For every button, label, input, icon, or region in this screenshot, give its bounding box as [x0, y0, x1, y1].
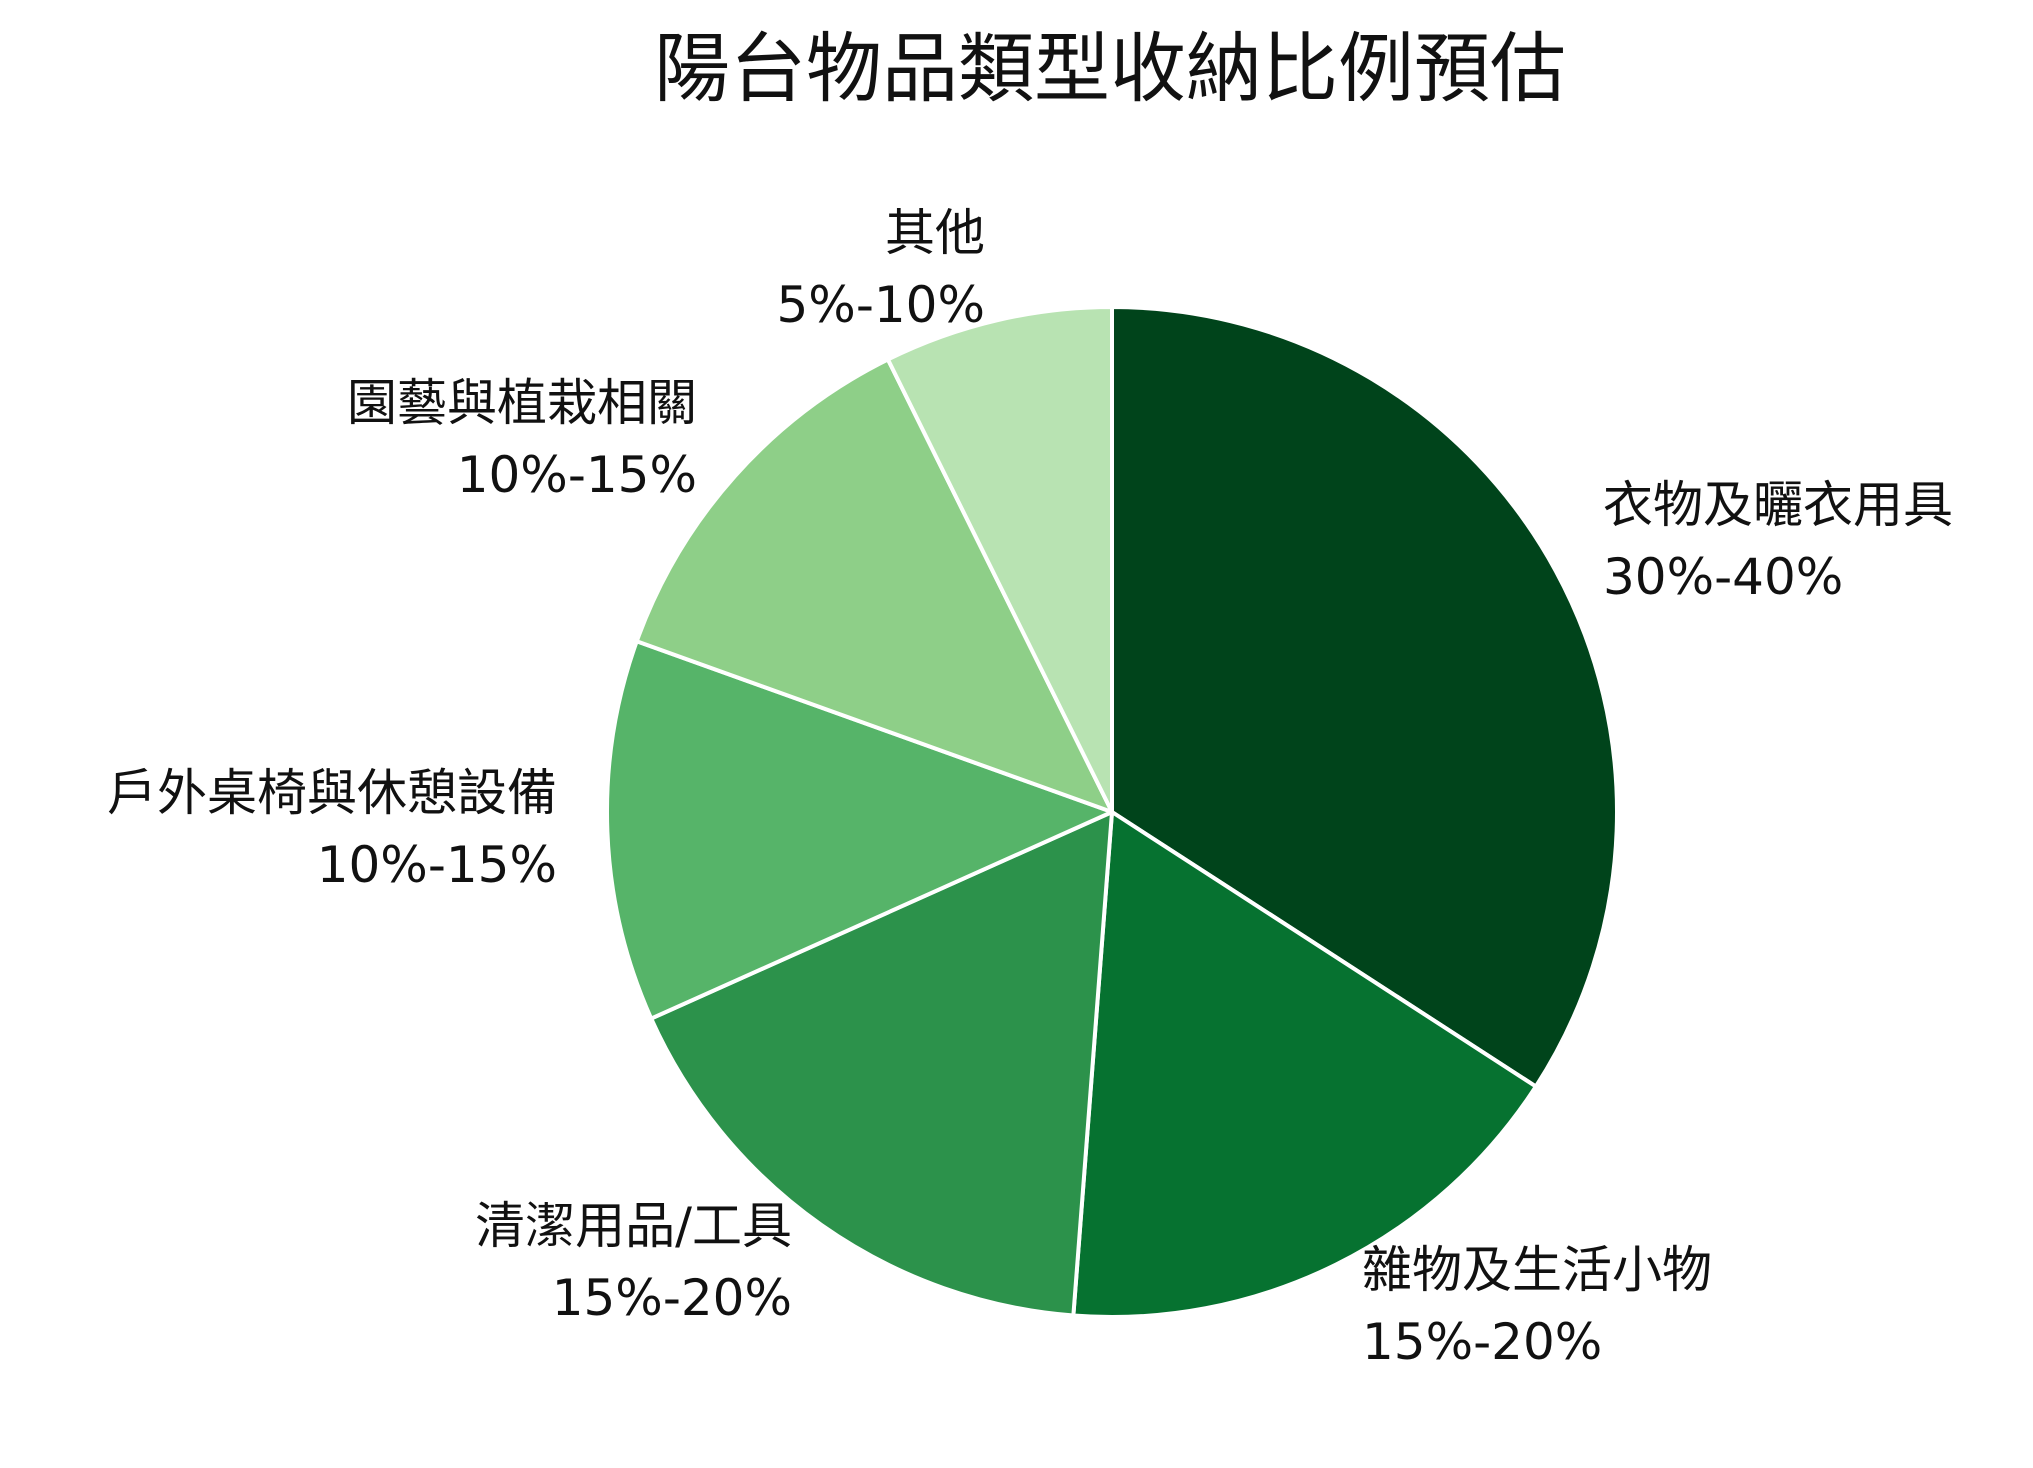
slice-label-1: 衣物及曬衣用具 [1603, 476, 1953, 534]
pie-slice-6 [885, 305, 1114, 814]
slice-range-1: 30%-40% [1603, 548, 1843, 606]
slice-range-6: 5%-10% [777, 276, 986, 334]
pie-slice-4 [605, 639, 1114, 1021]
pie-labels: 衣物及曬衣用具 30%-40% 雜物及生活小物 15%-20% 清潔用品/工具 15%-2… [107, 204, 1953, 1371]
slice-label-5: 園藝與植栽相關 [347, 374, 697, 432]
slice-label-3: 清潔用品/工具 [475, 1197, 792, 1255]
slice-range-3: 15%-20% [552, 1269, 792, 1327]
pie-slice-3 [649, 810, 1114, 1318]
slice-range-2: 15%-20% [1362, 1313, 1602, 1371]
pie-slice-5 [634, 357, 1114, 814]
slice-range-5: 10%-15% [457, 446, 697, 504]
pie-slice-2 [1071, 810, 1538, 1319]
slice-range-4: 10%-15% [317, 836, 557, 894]
slice-label-2: 雜物及生活小物 [1362, 1241, 1712, 1299]
slice-label-6: 其他 [885, 204, 985, 262]
chart-title: 陽台物品類型收納比例預估 [654, 24, 1566, 113]
slice-label-4: 戶外桌椅與休憩設備 [107, 764, 557, 822]
pie-slices [605, 305, 1619, 1319]
